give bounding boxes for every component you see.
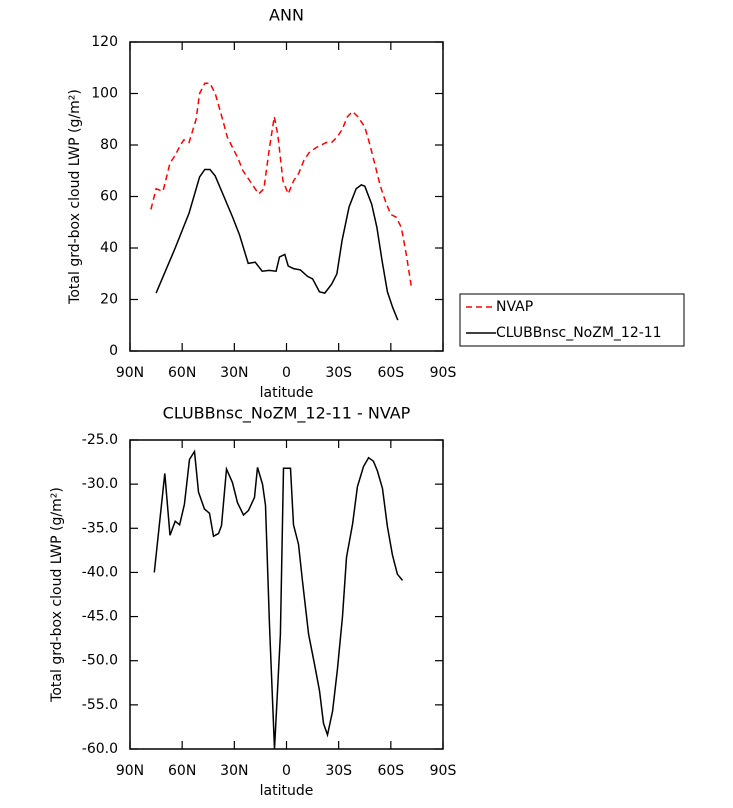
y-axis-label: Total grd-box cloud LWP (g/m²) xyxy=(49,487,65,703)
y-tick-label: 0 xyxy=(109,343,118,359)
y-tick-label: 60 xyxy=(100,189,118,205)
y-tick-label: 100 xyxy=(91,86,118,102)
y-axis-label: Total grd-box cloud LWP (g/m²) xyxy=(67,89,83,305)
x-tick-label: 60S xyxy=(377,763,404,779)
x-tick-label: 30S xyxy=(325,763,352,779)
x-tick-label: 30N xyxy=(220,763,248,779)
x-tick-label: 90S xyxy=(430,365,457,381)
x-tick-label: 30S xyxy=(325,365,352,381)
x-tick-label: 30N xyxy=(220,365,248,381)
y-tick-label: -25.0 xyxy=(82,432,118,448)
x-axis-label: latitude xyxy=(260,783,314,799)
legend-label: CLUBBnsc_NoZM_12-11 xyxy=(496,325,662,341)
y-tick-label: -45.0 xyxy=(82,609,118,625)
x-tick-label: 90N xyxy=(116,763,144,779)
plot-frame xyxy=(129,439,444,750)
y-tick-label: 80 xyxy=(100,137,118,153)
y-tick-label: -50.0 xyxy=(82,653,118,669)
data-line xyxy=(150,82,413,290)
y-tick-label: 40 xyxy=(100,240,118,256)
x-tick-label: 60S xyxy=(377,365,404,381)
chart-title: CLUBBnsc_NoZM_12-11 - NVAP xyxy=(163,404,411,424)
x-tick-label: 0 xyxy=(282,763,291,779)
x-tick-label: 90N xyxy=(116,365,144,381)
x-tick-label: 60N xyxy=(168,763,196,779)
x-tick-label: 0 xyxy=(282,365,291,381)
x-axis-label: latitude xyxy=(260,385,314,401)
y-tick-label: -30.0 xyxy=(82,476,118,492)
data-line xyxy=(155,168,399,321)
legend-box xyxy=(459,293,685,347)
chart-title: ANN xyxy=(269,6,304,25)
data-line xyxy=(153,449,404,750)
y-tick-label: -60.0 xyxy=(82,741,118,757)
x-tick-label: 90S xyxy=(430,763,457,779)
y-tick-label: -55.0 xyxy=(82,697,118,713)
y-tick-label: 20 xyxy=(100,292,118,308)
plot-frame xyxy=(129,41,444,352)
legend-label: NVAP xyxy=(496,299,533,315)
y-tick-label: -35.0 xyxy=(82,520,118,536)
y-tick-label: -40.0 xyxy=(82,564,118,580)
y-tick-label: 120 xyxy=(91,34,118,50)
x-tick-label: 60N xyxy=(168,365,196,381)
